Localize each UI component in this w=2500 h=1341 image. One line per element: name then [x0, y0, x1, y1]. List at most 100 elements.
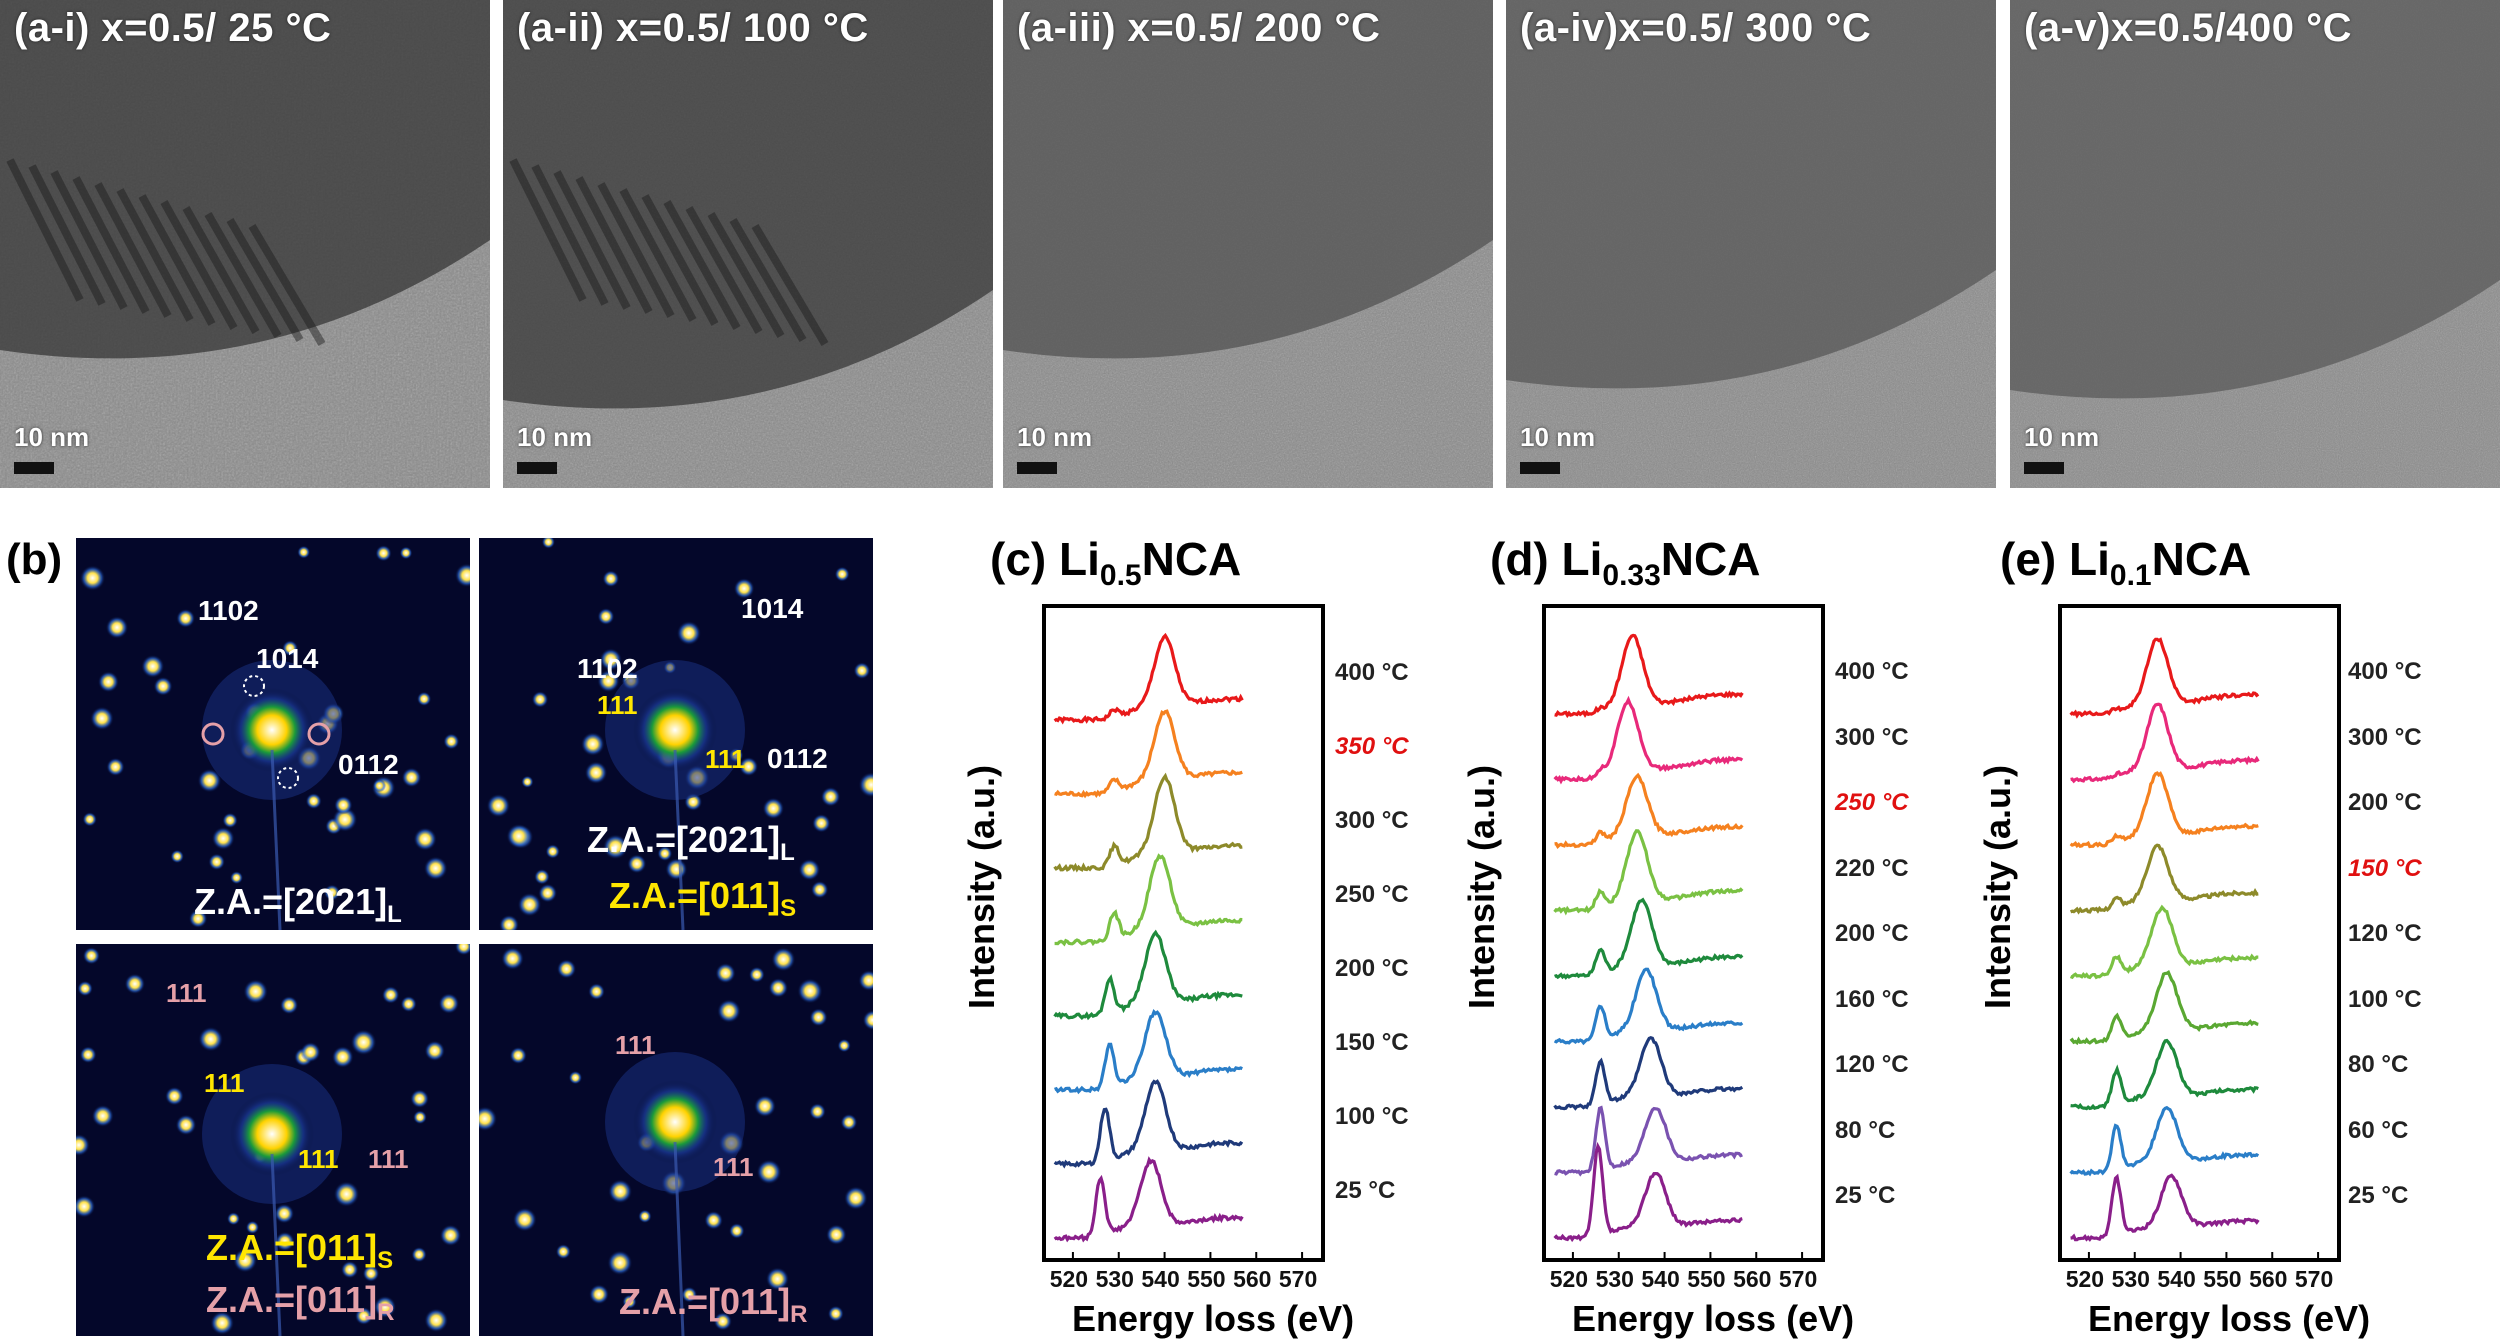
scale-bar-label: 10 nm	[517, 422, 593, 452]
tem-image-2: (a-ii) x=0.5/ 100 °C 10 nm	[503, 0, 993, 488]
scale-bar	[1017, 462, 1057, 474]
series-label: 60 °C	[2348, 1116, 2409, 1144]
series-label: 150 °C	[2348, 854, 2422, 882]
series-label: 25 °C	[2348, 1182, 2409, 1210]
series-label: 80 °C	[1835, 1116, 1896, 1144]
series-label: 100 °C	[1335, 1103, 1409, 1131]
x-tick-label: 520	[1549, 1266, 1589, 1292]
plot-frame	[1042, 604, 1325, 1262]
eels-curve	[1054, 709, 1243, 799]
saed-spot-label: 111	[166, 978, 207, 1008]
plot-title: (c) Li0.5NCA	[990, 533, 1242, 593]
x-tick-label: 540	[1641, 1266, 1680, 1292]
x-tick-label: 520	[2065, 1266, 2105, 1292]
x-axis-label: Energy loss (eV)	[1572, 1298, 1855, 1339]
series-label: 25 °C	[1835, 1182, 1896, 1210]
eels-curve	[1053, 929, 1243, 1021]
panel-label-b: (b)	[6, 535, 63, 584]
saed-spot-label: 1014	[256, 643, 319, 674]
series-label: 300 °C	[1835, 723, 1909, 751]
tem-image-4: (a-iv)x=0.5/ 300 °C 10 nm	[1506, 0, 1996, 488]
x-tick-label: 550	[1687, 1266, 1726, 1292]
scale-bar	[2024, 462, 2064, 474]
eels-curve	[1053, 1156, 1244, 1243]
series-label: 160 °C	[1835, 985, 1909, 1013]
saed-spot-label: 111	[597, 690, 638, 720]
x-tick-label: 530	[1095, 1266, 1134, 1292]
series-label: 120 °C	[2348, 920, 2422, 948]
eels-curve	[1554, 633, 1744, 719]
x-tick-label: 550	[1187, 1266, 1226, 1292]
saed-pattern-top-left: 1102 1014 0112 Z.A.=[2021]L	[76, 538, 470, 930]
saed-spot-label: 0112	[767, 743, 828, 774]
series-label: 200 °C	[2348, 789, 2422, 817]
series-label: 400 °C	[1335, 659, 1409, 687]
tem-panel-title: (a-v)x=0.5/400 °C	[2024, 6, 2353, 50]
zone-axis-label: Z.A.=[011]S	[206, 1227, 393, 1274]
scale-bar-label: 10 nm	[1017, 422, 1093, 452]
saed-spot-label: 111	[615, 1030, 656, 1060]
tem-panel-title: (a-iii) x=0.5/ 200 °C	[1017, 6, 1381, 50]
tem-panel-title: (a-ii) x=0.5/ 100 °C	[517, 6, 869, 50]
saed-pattern-top-right: 1014 1102 111 111 0112 Z.A.=[2021]L Z.A.=[011]…	[479, 538, 873, 930]
eels-curve	[1553, 1035, 1744, 1111]
plot-title: (e) Li0.1NCA	[2000, 533, 2252, 593]
eels-curve	[2069, 771, 2259, 849]
saed-pattern-bottom-right: 111 111 Z.A.=[011]R	[479, 944, 873, 1336]
x-tick-label: 570	[1278, 1266, 1318, 1292]
saed-spot-label: 111	[204, 1068, 245, 1098]
eels-curve	[2069, 637, 2260, 719]
eels-curve	[2069, 969, 2259, 1046]
tem-image-3: (a-iii) x=0.5/ 200 °C 10 nm	[1003, 0, 1493, 488]
eels-curve	[1054, 1008, 1243, 1095]
zone-axis-label: Z.A.=[2021]L	[194, 881, 402, 928]
x-tick-label: 540	[2157, 1266, 2196, 1292]
scale-bar	[517, 462, 557, 474]
series-label: 120 °C	[1835, 1051, 1909, 1079]
x-tick-label: 570	[2294, 1266, 2334, 1292]
saed-spot-label: 111	[705, 744, 746, 774]
eels-curve	[1553, 829, 1744, 916]
series-label: 25 °C	[1335, 1177, 1396, 1205]
saed-spot-label: 1102	[198, 595, 259, 626]
eels-curve	[2070, 1038, 2259, 1111]
series-label: 80 °C	[2348, 1051, 2409, 1079]
eels-curve	[1053, 1079, 1244, 1169]
eels-curve	[1554, 1105, 1743, 1177]
tem-panel-title: (a-iv)x=0.5/ 300 °C	[1520, 6, 1872, 50]
y-axis-label: Intensity (a.u.)	[1977, 764, 2019, 1010]
series-label: 350 °C	[1335, 733, 1409, 761]
series-label: 200 °C	[1335, 955, 1409, 983]
eels-curve	[2070, 1173, 2260, 1242]
scale-bar-label: 10 nm	[1520, 422, 1596, 452]
x-tick-label: 560	[1733, 1266, 1772, 1292]
zone-axis-label: Z.A.=[2021]L	[587, 819, 795, 866]
saed-spot-label: 111	[713, 1152, 754, 1182]
series-label: 250 °C	[1335, 881, 1409, 909]
scale-bar	[14, 462, 54, 474]
series-label: 200 °C	[1835, 920, 1909, 948]
x-axis-label: Energy loss (eV)	[1072, 1298, 1355, 1339]
zone-axis-label: Z.A.=[011]R	[206, 1279, 394, 1326]
eels-curve	[1554, 772, 1744, 850]
x-tick-label: 550	[2203, 1266, 2242, 1292]
saed-spot-label: 1102	[577, 653, 638, 684]
saed-spot-label: 0112	[338, 749, 399, 780]
series-label: 400 °C	[1835, 658, 1909, 686]
x-tick-label: 540	[1141, 1266, 1180, 1292]
plot-title: (d) Li0.33NCA	[1490, 533, 1761, 593]
y-axis-label: Intensity (a.u.)	[961, 764, 1003, 1010]
x-tick-label: 570	[1778, 1266, 1818, 1292]
eels-curve	[2069, 1105, 2260, 1177]
eels-curve	[2069, 843, 2259, 915]
saed-spot-label: 111	[368, 1144, 409, 1174]
scale-bar-label: 10 nm	[2024, 422, 2100, 452]
x-tick-label: 560	[1233, 1266, 1272, 1292]
x-tick-label: 520	[1049, 1266, 1089, 1292]
series-label: 400 °C	[2348, 658, 2422, 686]
x-tick-label: 530	[2111, 1266, 2150, 1292]
x-tick-label: 530	[1595, 1266, 1634, 1292]
scale-bar	[1520, 462, 1560, 474]
saed-pattern-bottom-left: 111 111 111 111 Z.A.=[011]S Z.A.=[011]R	[76, 944, 470, 1336]
series-label: 300 °C	[2348, 723, 2422, 751]
